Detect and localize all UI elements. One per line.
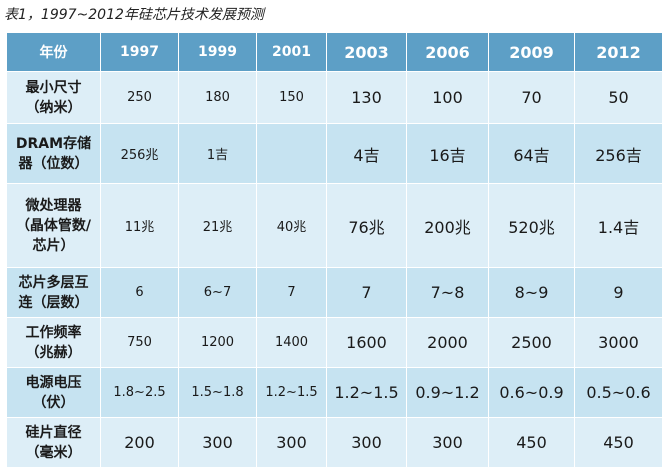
header-row: 年份 1997 1999 2001 2003 2006 2009 2012	[6, 32, 663, 72]
row-label-line: DRAM存储	[15, 135, 92, 152]
row-label-line: （纳米）	[25, 99, 82, 116]
table-cell: 750	[100, 317, 179, 368]
table-cell: 520兆	[488, 183, 575, 268]
table-cell: 7~8	[406, 267, 489, 318]
table-cell: 130	[326, 71, 407, 124]
table-cell: 1.2~1.5	[256, 367, 327, 418]
table-row: 硅片直径 （毫米） 200 300 300 300 300 450 450	[6, 417, 663, 468]
header-year: 2009	[488, 32, 575, 72]
table-cell: 6~7	[178, 267, 257, 318]
table-cell: 64吉	[488, 123, 575, 184]
table-cell: 16吉	[406, 123, 489, 184]
table-cell: 21兆	[178, 183, 257, 268]
row-label-line: 工作频率	[25, 324, 82, 341]
table-row: 最小尺寸 （纳米） 250 180 150 130 100 70 50	[6, 71, 663, 124]
header-year: 1999	[178, 32, 257, 72]
header-year-label: 年份	[6, 32, 101, 72]
table-cell: 300	[406, 417, 489, 468]
table-row: 工作频率 （兆赫） 750 1200 1400 1600 2000 2500 3…	[6, 317, 663, 368]
row-label-line: 微处理器	[25, 197, 82, 214]
table-cell: 0.5~0.6	[574, 367, 663, 418]
table-cell: 1吉	[178, 123, 257, 184]
table-cell: 256兆	[100, 123, 179, 184]
table-cell: 7	[256, 267, 327, 318]
table-cell: 150	[256, 71, 327, 124]
header-year: 2001	[256, 32, 327, 72]
table-cell: 1.5~1.8	[178, 367, 257, 418]
row-label-line: 电源电压	[25, 374, 82, 391]
header-year: 2012	[574, 32, 663, 72]
row-label: 微处理器 （晶体管数/ 芯片）	[6, 183, 101, 268]
table-cell: 1600	[326, 317, 407, 368]
table-cell: 250	[100, 71, 179, 124]
row-label-line: （兆赫）	[25, 344, 82, 361]
table-cell: 1.4吉	[574, 183, 663, 268]
header-year: 2006	[406, 32, 489, 72]
silicon-chip-forecast-table: 年份 1997 1999 2001 2003 2006 2009 2012 最小…	[6, 32, 663, 468]
row-label: 芯片多层互 连（层数）	[6, 267, 101, 318]
row-label-line: （晶体管数/	[15, 217, 92, 234]
table-cell: 1.2~1.5	[326, 367, 407, 418]
table-cell: 50	[574, 71, 663, 124]
table-cell: 7	[326, 267, 407, 318]
table-cell: 40兆	[256, 183, 327, 268]
table-cell: 8~9	[488, 267, 575, 318]
table-cell: 0.9~1.2	[406, 367, 489, 418]
table-cell	[256, 123, 327, 184]
table-cell: 70	[488, 71, 575, 124]
table-cell: 450	[488, 417, 575, 468]
table-row: 芯片多层互 连（层数） 6 6~7 7 7 7~8 8~9 9	[6, 267, 663, 318]
table-caption: 表1，1997~2012年硅芯片技术发展预测	[4, 7, 264, 23]
table-cell: 300	[178, 417, 257, 468]
table-cell: 100	[406, 71, 489, 124]
table-cell: 1.8~2.5	[100, 367, 179, 418]
row-label: 工作频率 （兆赫）	[6, 317, 101, 368]
table-row: DRAM存储 器（位数） 256兆 1吉 4吉 16吉 64吉 256吉	[6, 123, 663, 184]
row-label-line: （伏）	[32, 394, 75, 411]
table-cell: 1200	[178, 317, 257, 368]
row-label-line: 硅片直径	[25, 424, 82, 441]
table-cell: 11兆	[100, 183, 179, 268]
header-year: 1997	[100, 32, 179, 72]
table-cell: 6	[100, 267, 179, 318]
table-cell: 300	[326, 417, 407, 468]
row-label-line: 连（层数）	[18, 294, 89, 311]
table-cell: 200兆	[406, 183, 489, 268]
table-cell: 9	[574, 267, 663, 318]
table-cell: 4吉	[326, 123, 407, 184]
row-label-line: 芯片）	[32, 237, 75, 254]
row-label: 硅片直径 （毫米）	[6, 417, 101, 468]
table-cell: 200	[100, 417, 179, 468]
table-cell: 180	[178, 71, 257, 124]
table-cell: 256吉	[574, 123, 663, 184]
row-label-line: 器（位数）	[18, 155, 89, 172]
row-label-line: 芯片多层互	[18, 274, 89, 291]
row-label-line: 最小尺寸	[25, 79, 82, 96]
row-label: DRAM存储 器（位数）	[6, 123, 101, 184]
row-label: 最小尺寸 （纳米）	[6, 71, 101, 124]
table-row: 电源电压 （伏） 1.8~2.5 1.5~1.8 1.2~1.5 1.2~1.5…	[6, 367, 663, 418]
table-cell: 1400	[256, 317, 327, 368]
table-cell: 2500	[488, 317, 575, 368]
table-cell: 450	[574, 417, 663, 468]
table-cell: 2000	[406, 317, 489, 368]
row-label-line: （毫米）	[25, 444, 82, 461]
table-row: 微处理器 （晶体管数/ 芯片） 11兆 21兆 40兆 76兆 200兆 520…	[6, 183, 663, 268]
row-label: 电源电压 （伏）	[6, 367, 101, 418]
table-cell: 0.6~0.9	[488, 367, 575, 418]
table-cell: 76兆	[326, 183, 407, 268]
header-year: 2003	[326, 32, 407, 72]
table-cell: 300	[256, 417, 327, 468]
table-cell: 3000	[574, 317, 663, 368]
